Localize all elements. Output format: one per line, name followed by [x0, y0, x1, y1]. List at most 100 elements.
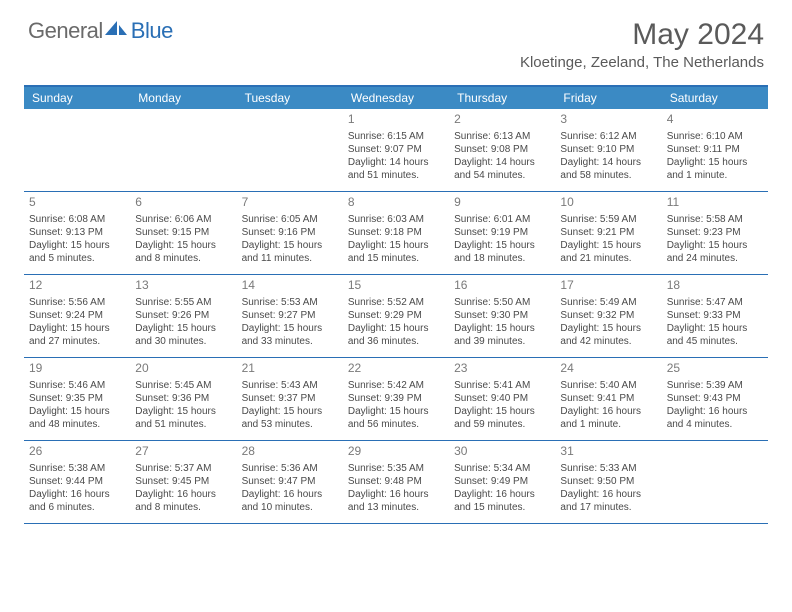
sunset-text: Sunset: 9:19 PM [454, 226, 550, 239]
daylight-text: Daylight: 15 hours and 30 minutes. [135, 322, 231, 348]
sunrise-text: Sunrise: 5:43 AM [242, 379, 338, 392]
day-cell: 23Sunrise: 5:41 AMSunset: 9:40 PMDayligh… [449, 358, 555, 440]
day-header: Thursday [449, 87, 555, 109]
daylight-text: Daylight: 15 hours and 56 minutes. [348, 405, 444, 431]
sunset-text: Sunset: 9:21 PM [560, 226, 656, 239]
day-cell [662, 441, 768, 523]
sunrise-text: Sunrise: 5:59 AM [560, 213, 656, 226]
logo-sail-icon [103, 19, 129, 37]
day-number: 22 [348, 361, 444, 377]
day-number: 8 [348, 195, 444, 211]
sunset-text: Sunset: 9:40 PM [454, 392, 550, 405]
day-number: 3 [560, 112, 656, 128]
sunset-text: Sunset: 9:43 PM [667, 392, 763, 405]
weeks-container: 1Sunrise: 6:15 AMSunset: 9:07 PMDaylight… [24, 109, 768, 524]
day-cell: 14Sunrise: 5:53 AMSunset: 9:27 PMDayligh… [237, 275, 343, 357]
sunrise-text: Sunrise: 5:52 AM [348, 296, 444, 309]
sunset-text: Sunset: 9:23 PM [667, 226, 763, 239]
day-cell: 8Sunrise: 6:03 AMSunset: 9:18 PMDaylight… [343, 192, 449, 274]
sunset-text: Sunset: 9:36 PM [135, 392, 231, 405]
daylight-text: Daylight: 14 hours and 51 minutes. [348, 156, 444, 182]
day-number: 7 [242, 195, 338, 211]
sunset-text: Sunset: 9:29 PM [348, 309, 444, 322]
sunrise-text: Sunrise: 6:03 AM [348, 213, 444, 226]
sunrise-text: Sunrise: 5:45 AM [135, 379, 231, 392]
sunset-text: Sunset: 9:10 PM [560, 143, 656, 156]
day-header: Sunday [24, 87, 130, 109]
sunrise-text: Sunrise: 6:06 AM [135, 213, 231, 226]
day-cell: 22Sunrise: 5:42 AMSunset: 9:39 PMDayligh… [343, 358, 449, 440]
daylight-text: Daylight: 15 hours and 18 minutes. [454, 239, 550, 265]
sunrise-text: Sunrise: 5:58 AM [667, 213, 763, 226]
day-cell: 6Sunrise: 6:06 AMSunset: 9:15 PMDaylight… [130, 192, 236, 274]
day-cell: 10 Sunrise: 5:59 AMSunset: 9:21 PMDayligh… [555, 192, 661, 274]
day-number: 15 [348, 278, 444, 294]
day-cell: 2Sunrise: 6:13 AMSunset: 9:08 PMDaylight… [449, 109, 555, 191]
week-row: 1Sunrise: 6:15 AMSunset: 9:07 PMDaylight… [24, 109, 768, 192]
day-cell: 28Sunrise: 5:36 AMSunset: 9:47 PMDayligh… [237, 441, 343, 523]
title-block: May 2024 Kloetinge, Zeeland, The Netherl… [520, 18, 764, 71]
sunset-text: Sunset: 9:32 PM [560, 309, 656, 322]
day-header: Friday [555, 87, 661, 109]
day-cell: 1Sunrise: 6:15 AMSunset: 9:07 PMDaylight… [343, 109, 449, 191]
sunset-text: Sunset: 9:16 PM [242, 226, 338, 239]
daylight-text: Daylight: 15 hours and 42 minutes. [560, 322, 656, 348]
sunset-text: Sunset: 9:11 PM [667, 143, 763, 156]
sunrise-text: Sunrise: 5:35 AM [348, 462, 444, 475]
sunrise-text: Sunrise: 5:53 AM [242, 296, 338, 309]
sunset-text: Sunset: 9:07 PM [348, 143, 444, 156]
week-row: 12Sunrise: 5:56 AMSunset: 9:24 PMDayligh… [24, 275, 768, 358]
calendar: SundayMondayTuesdayWednesdayThursdayFrid… [24, 85, 768, 524]
day-number: 18 [667, 278, 763, 294]
day-number: 26 [29, 444, 125, 460]
sunrise-text: Sunrise: 6:08 AM [29, 213, 125, 226]
day-number: 14 [242, 278, 338, 294]
month-title: May 2024 [520, 18, 764, 52]
day-number: 31 [560, 444, 656, 460]
daylight-text: Daylight: 15 hours and 21 minutes. [560, 239, 656, 265]
sunrise-text: Sunrise: 5:34 AM [454, 462, 550, 475]
day-number: 27 [135, 444, 231, 460]
day-cell: 25Sunrise: 5:39 AMSunset: 9:43 PMDayligh… [662, 358, 768, 440]
day-number: 6 [135, 195, 231, 211]
daylight-text: Daylight: 15 hours and 53 minutes. [242, 405, 338, 431]
day-cell: 21Sunrise: 5:43 AMSunset: 9:37 PMDayligh… [237, 358, 343, 440]
sunset-text: Sunset: 9:50 PM [560, 475, 656, 488]
daylight-text: Daylight: 15 hours and 27 minutes. [29, 322, 125, 348]
day-number: 20 [135, 361, 231, 377]
sunrise-text: Sunrise: 5:41 AM [454, 379, 550, 392]
sunset-text: Sunset: 9:37 PM [242, 392, 338, 405]
sunset-text: Sunset: 9:13 PM [29, 226, 125, 239]
day-number: 30 [454, 444, 550, 460]
logo-text-blue: Blue [131, 18, 173, 44]
sunrise-text: Sunrise: 5:33 AM [560, 462, 656, 475]
sunset-text: Sunset: 9:15 PM [135, 226, 231, 239]
daylight-text: Daylight: 15 hours and 59 minutes. [454, 405, 550, 431]
location-text: Kloetinge, Zeeland, The Netherlands [520, 54, 764, 71]
day-number: 10 [560, 195, 656, 211]
sunrise-text: Sunrise: 5:36 AM [242, 462, 338, 475]
sunrise-text: Sunrise: 6:12 AM [560, 130, 656, 143]
sunrise-text: Sunrise: 5:46 AM [29, 379, 125, 392]
day-number: 12 [29, 278, 125, 294]
daylight-text: Daylight: 16 hours and 13 minutes. [348, 488, 444, 514]
sunset-text: Sunset: 9:41 PM [560, 392, 656, 405]
daylight-text: Daylight: 15 hours and 45 minutes. [667, 322, 763, 348]
day-cell: 3Sunrise: 6:12 AMSunset: 9:10 PMDaylight… [555, 109, 661, 191]
day-cell [24, 109, 130, 191]
day-number: 29 [348, 444, 444, 460]
sunrise-text: Sunrise: 5:47 AM [667, 296, 763, 309]
day-number: 17 [560, 278, 656, 294]
daylight-text: Daylight: 16 hours and 6 minutes. [29, 488, 125, 514]
daylight-text: Daylight: 16 hours and 1 minute. [560, 405, 656, 431]
day-number: 16 [454, 278, 550, 294]
week-row: 26Sunrise: 5:38 AMSunset: 9:44 PMDayligh… [24, 441, 768, 524]
daylight-text: Daylight: 16 hours and 15 minutes. [454, 488, 550, 514]
day-cell: 30Sunrise: 5:34 AMSunset: 9:49 PMDayligh… [449, 441, 555, 523]
sunrise-text: Sunrise: 5:50 AM [454, 296, 550, 309]
day-number: 24 [560, 361, 656, 377]
daylight-text: Daylight: 16 hours and 4 minutes. [667, 405, 763, 431]
day-number: 13 [135, 278, 231, 294]
sunrise-text: Sunrise: 6:01 AM [454, 213, 550, 226]
sunset-text: Sunset: 9:39 PM [348, 392, 444, 405]
